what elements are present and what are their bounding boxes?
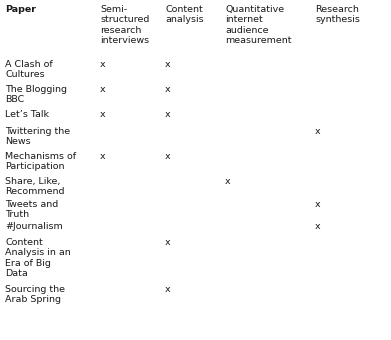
Text: Twittering the
News: Twittering the News	[5, 127, 70, 147]
Text: Content
Analysis in an
Era of Big
Data: Content Analysis in an Era of Big Data	[5, 238, 71, 278]
Text: x: x	[100, 110, 106, 119]
Text: x: x	[315, 127, 321, 136]
Text: Semi-
structured
research
interviews: Semi- structured research interviews	[100, 5, 149, 45]
Text: x: x	[225, 177, 231, 186]
Text: x: x	[315, 222, 321, 231]
Text: The Blogging
BBC: The Blogging BBC	[5, 85, 67, 104]
Text: x: x	[100, 60, 106, 69]
Text: Share, Like,
Recommend: Share, Like, Recommend	[5, 177, 65, 197]
Text: Paper: Paper	[5, 5, 36, 14]
Text: A Clash of
Cultures: A Clash of Cultures	[5, 60, 53, 80]
Text: x: x	[165, 60, 170, 69]
Text: Tweets and
Truth: Tweets and Truth	[5, 200, 58, 219]
Text: Sourcing the
Arab Spring: Sourcing the Arab Spring	[5, 285, 65, 304]
Text: x: x	[165, 85, 170, 94]
Text: #Journalism: #Journalism	[5, 222, 63, 231]
Text: x: x	[165, 285, 170, 294]
Text: x: x	[315, 200, 321, 209]
Text: Mechanisms of
Participation: Mechanisms of Participation	[5, 152, 76, 171]
Text: Let’s Talk: Let’s Talk	[5, 110, 49, 119]
Text: Content
analysis: Content analysis	[165, 5, 204, 24]
Text: x: x	[165, 238, 170, 247]
Text: x: x	[165, 152, 170, 161]
Text: x: x	[100, 152, 106, 161]
Text: x: x	[165, 110, 170, 119]
Text: x: x	[100, 85, 106, 94]
Text: Research
synthesis: Research synthesis	[315, 5, 360, 24]
Text: Quantitative
internet
audience
measurement: Quantitative internet audience measureme…	[225, 5, 292, 45]
